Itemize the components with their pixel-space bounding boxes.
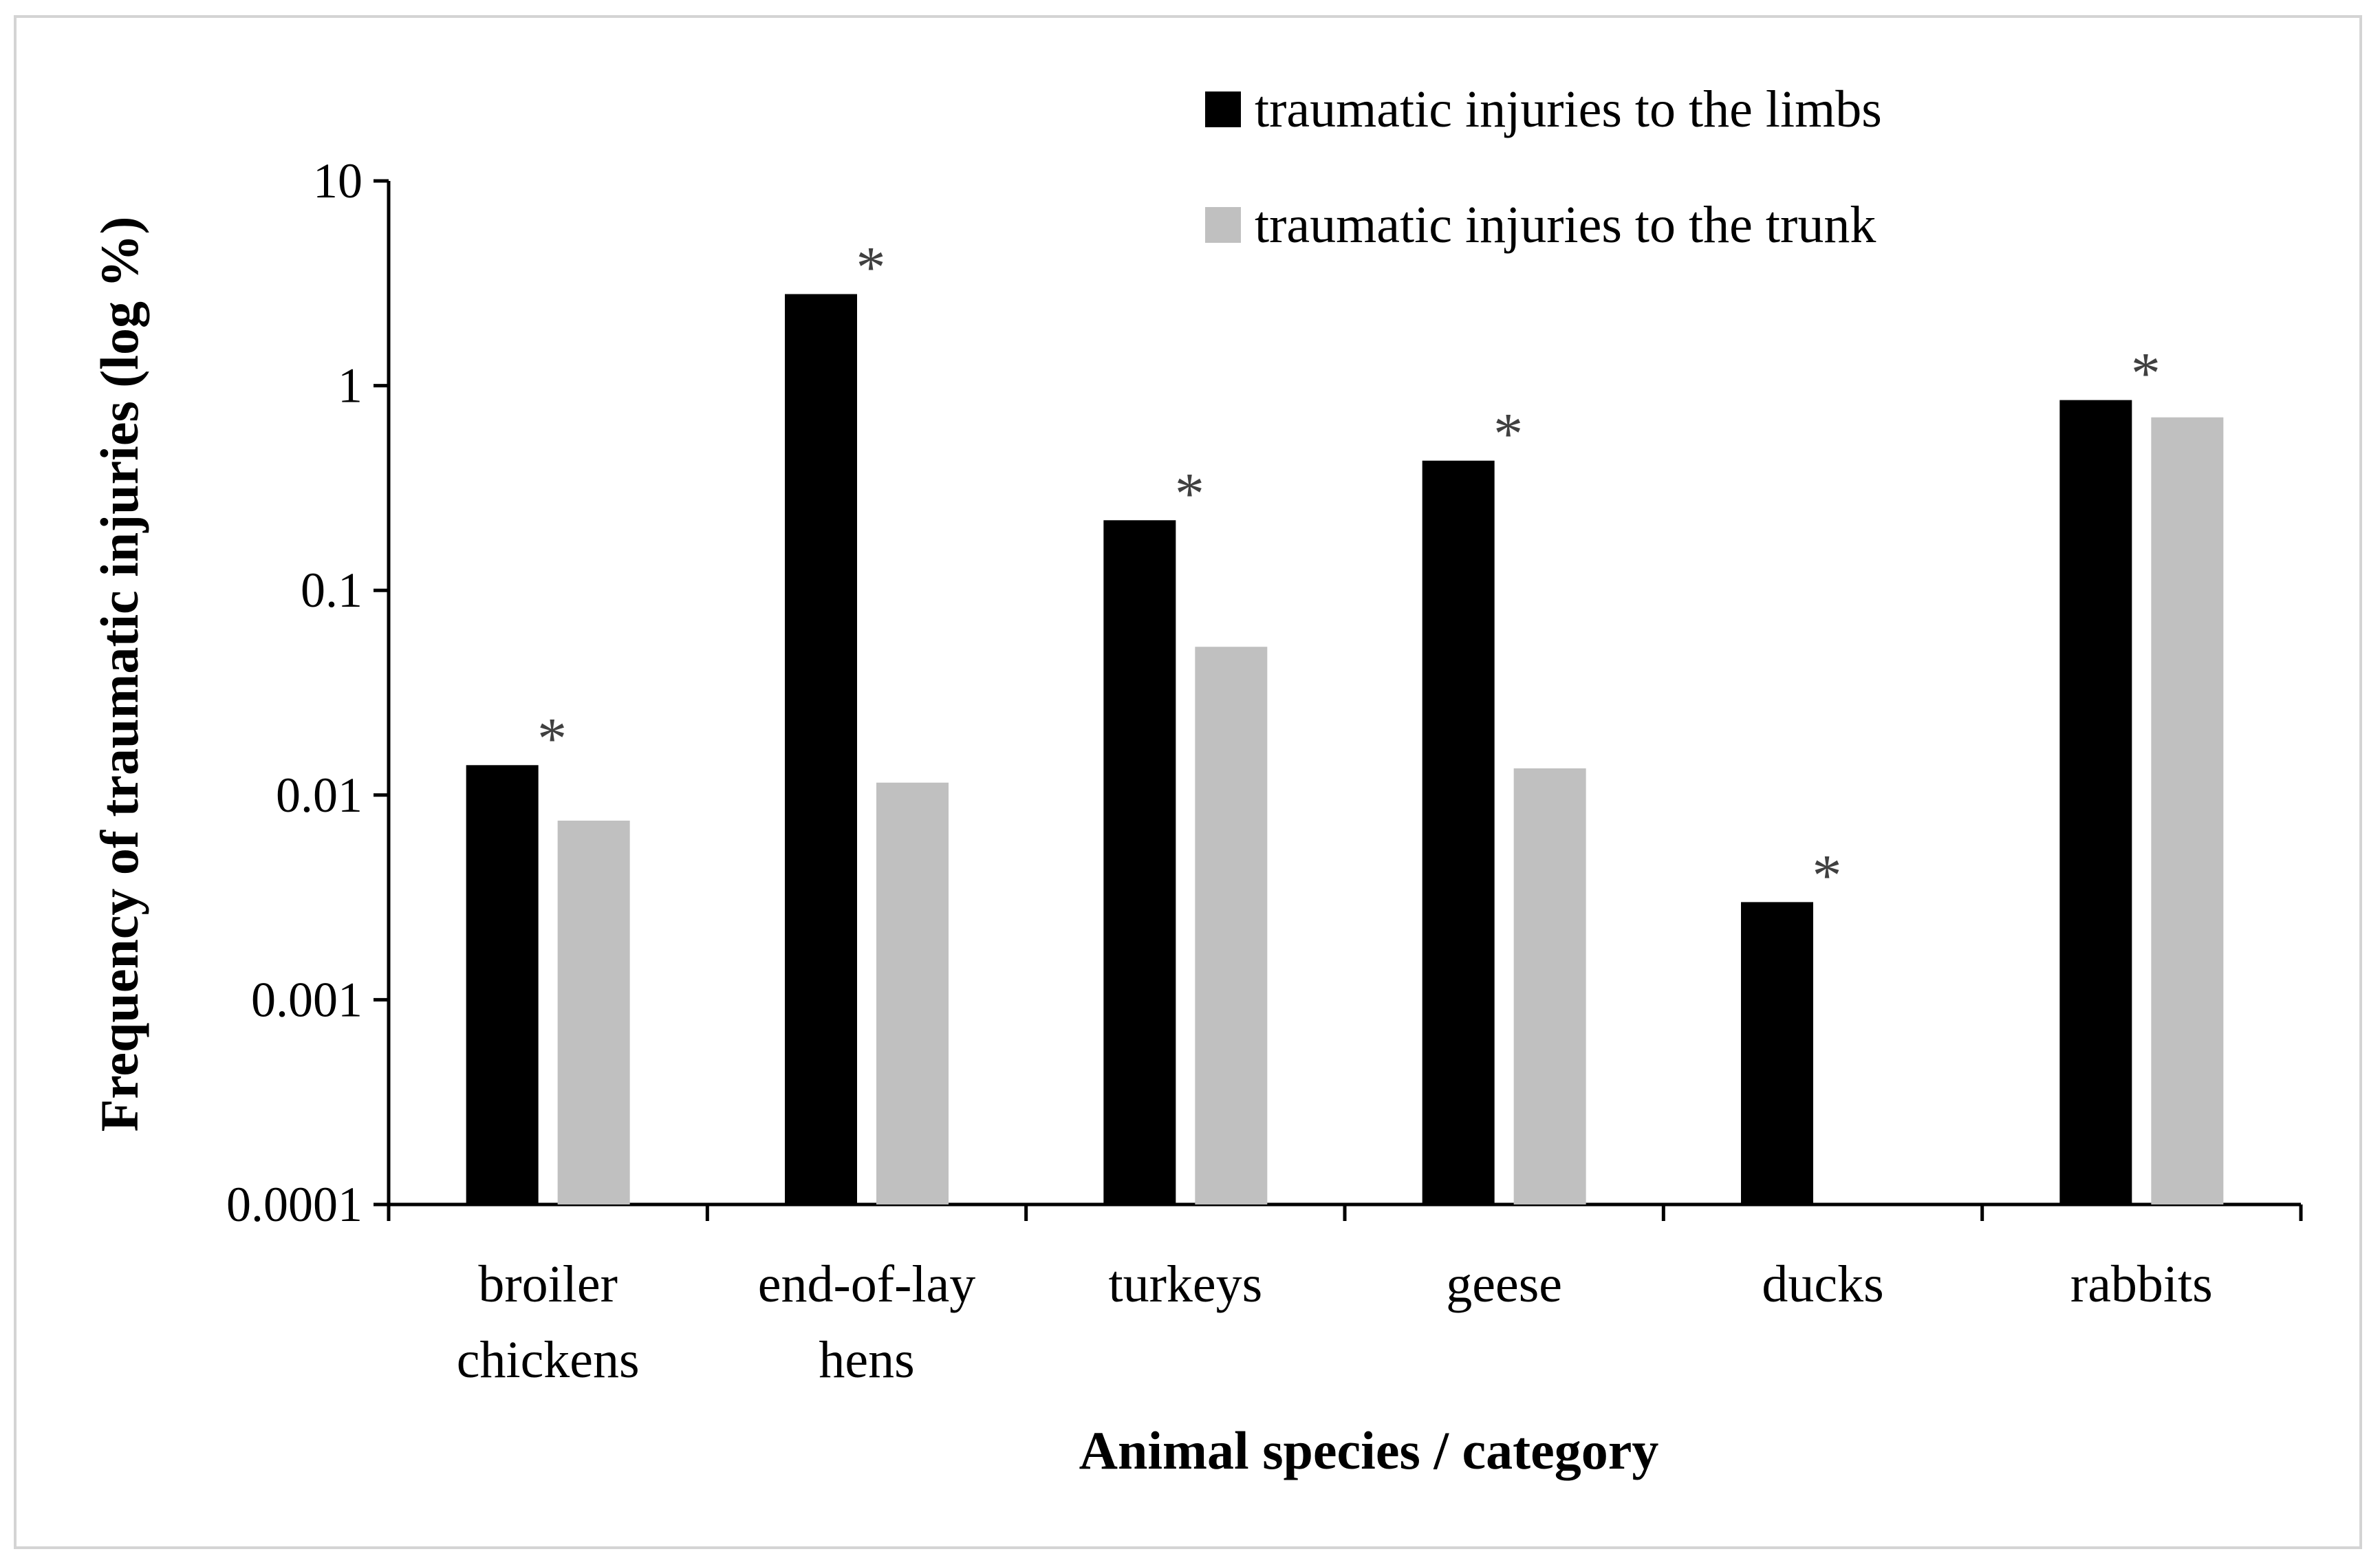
bar-limbs [1422,460,1495,1204]
legend-swatch-limbs [1205,91,1241,127]
y-axis-title: Frequency of traumatic injuries (log %) [89,217,149,1132]
bar-trunk [876,782,949,1204]
x-category-label: end-of-lay [758,1255,976,1313]
legend: traumatic injuries to the limbs traumatic… [1205,80,1882,254]
y-tick-label: 0.0001 [226,1177,363,1232]
chart-frame [14,15,2362,1549]
significance-star: * [1175,460,1204,526]
significance-star: * [2131,341,2161,407]
y-tick-label: 10 [313,153,363,208]
bar-trunk [2151,417,2224,1204]
significance-star: * [1813,842,1842,908]
x-category-label: turkeys [1108,1255,1262,1313]
y-tick-label: 0.001 [251,972,363,1027]
legend-swatch-trunk [1205,207,1241,243]
bar-limbs [466,765,539,1204]
bar-trunk [1195,647,1268,1204]
x-category-label: geese [1446,1255,1562,1313]
bar-trunk [1513,768,1586,1204]
x-category-label: broiler [478,1255,618,1313]
legend-label-trunk: traumatic injuries to the trunk [1255,196,1876,254]
x-category-label: ducks [1762,1255,1883,1313]
significance-star: * [856,235,886,301]
bar-limbs [785,294,857,1204]
bar-trunk [557,820,630,1204]
bar-limbs [2059,400,2132,1204]
bars [466,294,2224,1204]
x-category-label: chickens [457,1331,640,1389]
x-axis-title: Animal species / category [1079,1420,1659,1480]
bar-limbs [1741,902,1813,1204]
x-category-label: rabbits [2070,1255,2213,1313]
x-category-label: hens [819,1331,914,1389]
legend-label-limbs: traumatic injuries to the limbs [1255,80,1882,138]
y-tick-label: 1 [338,358,363,413]
y-tick-label: 0.01 [276,768,363,823]
significance-star: * [537,705,567,771]
bar-limbs [1103,520,1176,1204]
significance-star: * [1493,401,1523,467]
y-tick-label: 0.1 [301,563,363,618]
axes [374,179,2303,1221]
labels: 0.0001 0.001 0.01 0.1 1 10 * broiler chickens * en… [89,153,2213,1480]
